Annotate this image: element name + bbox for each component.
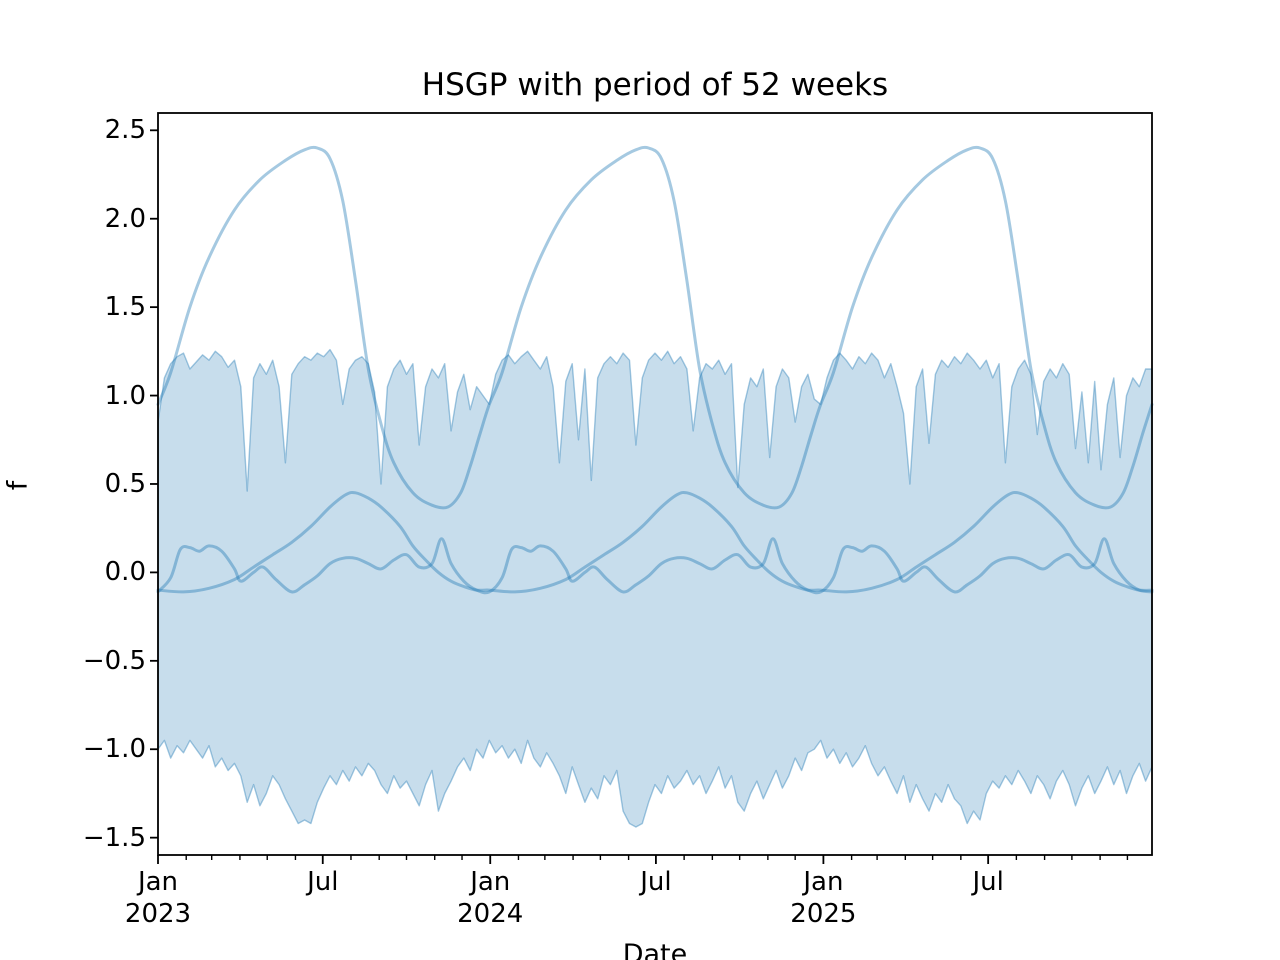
uncertainty-band xyxy=(157,348,1153,828)
y-tick-label: 1.0 xyxy=(104,380,146,411)
x-tick-label: Jul xyxy=(307,867,339,897)
x-tick-label: Jan 2023 xyxy=(124,867,192,929)
x-tick-label: Jul xyxy=(640,867,672,897)
gp-sample-3 xyxy=(156,537,1154,595)
y-tick-label: −1.5 xyxy=(82,822,146,853)
x-tick-label: Jan 2024 xyxy=(457,867,524,929)
y-tick-label: 2.5 xyxy=(104,115,146,146)
y-tick-label: 1.5 xyxy=(104,292,146,323)
x-tick-label: Jan 2025 xyxy=(790,867,857,929)
chart-title: HSGP with period of 52 weeks xyxy=(421,67,889,103)
y-tick-label: −0.5 xyxy=(82,645,146,676)
x-tick-label: Jul xyxy=(972,867,1004,897)
gp-sample-1 xyxy=(156,145,1154,510)
y-tick-label: 2.0 xyxy=(104,203,146,234)
y-tick-label: −1.0 xyxy=(82,734,146,765)
x-axis-label: Date xyxy=(622,939,688,960)
gp-sample-2 xyxy=(156,490,1154,594)
y-tick-label: 0.0 xyxy=(104,557,146,588)
y-tick-label: 0.5 xyxy=(104,468,146,499)
